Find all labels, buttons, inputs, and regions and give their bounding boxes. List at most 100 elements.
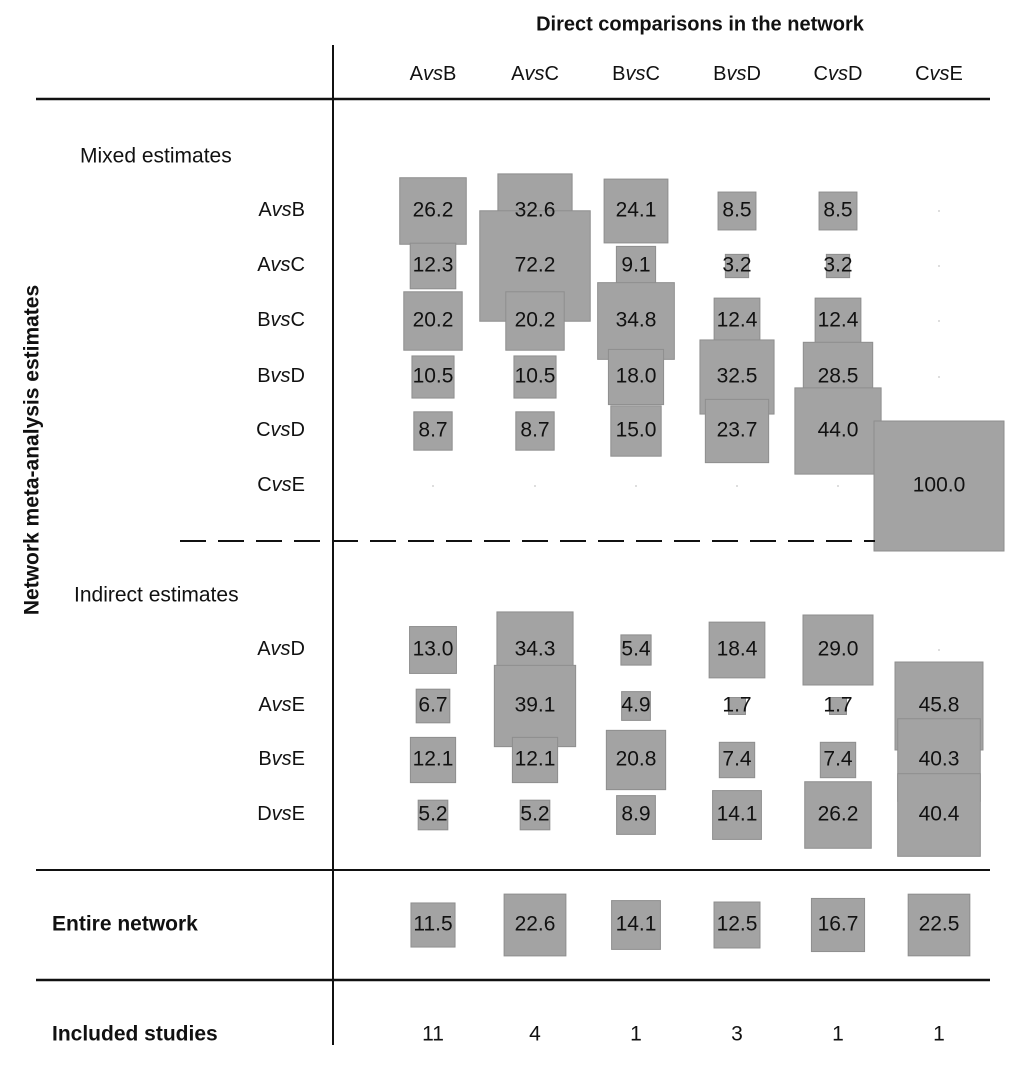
summary-label-1: Included studies — [52, 1023, 218, 1046]
square-CvsE-AvsB — [432, 485, 434, 487]
square-BvsD-CvsE — [938, 376, 940, 378]
contribution-squares — [399, 173, 1005, 957]
square-BvsC-CvsD — [814, 297, 862, 345]
cell-value-AvsD-AvsC: 34.3 — [515, 638, 556, 661]
cell-value-AvsD-AvsB: 13.0 — [413, 638, 454, 661]
square-BvsD-BvsC — [607, 348, 665, 406]
square-AvsB-BvsC — [603, 178, 669, 244]
cell-value-BvsD-BvsC: 18.0 — [616, 365, 657, 388]
column-header-AvsB: AvsB — [410, 63, 457, 85]
row-label-AvsB: AvsB — [258, 199, 305, 221]
square-CvsE-CvsE — [873, 420, 1005, 552]
studies-value-BvsD: 3 — [731, 1023, 743, 1046]
row-label-DvsE: DvsE — [257, 803, 305, 825]
cell-value-AvsE-AvsC: 39.1 — [515, 694, 556, 717]
cell-value-BvsE-BvsC: 20.8 — [616, 748, 657, 771]
summary-value-CvsE: 22.5 — [919, 913, 960, 936]
square-BvsD-AvsC — [513, 355, 557, 399]
studies-value-CvsD: 1 — [832, 1023, 844, 1046]
square-AvsB-AvsB — [399, 177, 467, 245]
cell-value-AvsC-BvsC: 9.1 — [621, 254, 650, 277]
cell-value-BvsC-BvsD: 12.4 — [717, 309, 758, 332]
summary-value-AvsC: 22.6 — [515, 913, 556, 936]
cell-value-BvsE-AvsC: 12.1 — [515, 748, 556, 771]
cell-value-CvsD-AvsC: 8.7 — [520, 419, 549, 442]
cell-value-BvsD-AvsB: 10.5 — [413, 365, 454, 388]
studies-value-BvsC: 1 — [630, 1023, 642, 1046]
square-BvsE-BvsC — [605, 729, 667, 791]
square-BvsE-AvsC — [511, 736, 559, 784]
square-CvsD-AvsB — [413, 411, 453, 451]
square-AvsB-CvsE — [938, 210, 940, 212]
column-header-CvsE: CvsE — [915, 63, 963, 85]
cell-value-BvsE-BvsD: 7.4 — [722, 748, 752, 771]
column-header-BvsC: BvsC — [612, 63, 660, 85]
summary-value-BvsC: 14.1 — [616, 913, 657, 936]
cell-value-AvsB-BvsC: 24.1 — [616, 199, 657, 222]
square-DvsE-AvsC — [519, 799, 551, 831]
cell-value-AvsC-CvsD: 3.2 — [823, 254, 852, 277]
square-AvsD-BvsD — [708, 621, 766, 679]
square-AvsC-CvsD — [825, 253, 851, 279]
cell-value-AvsB-AvsB: 26.2 — [413, 199, 454, 222]
square-BvsE-CvsD — [819, 741, 857, 779]
square-BvsC-CvsE — [938, 320, 940, 322]
cell-value-AvsB-BvsD: 8.5 — [722, 199, 751, 222]
cell-value-DvsE-BvsC: 8.9 — [621, 803, 650, 826]
square-DvsE-BvsD — [712, 790, 762, 840]
square-DvsE-AvsB — [417, 799, 449, 831]
square-summary-CvsE — [907, 893, 971, 957]
square-CvsD-CvsD — [794, 387, 882, 475]
square-CvsE-BvsC — [635, 485, 637, 487]
cell-value-CvsD-AvsB: 8.7 — [418, 419, 447, 442]
studies-value-AvsB: 11 — [422, 1023, 444, 1046]
square-AvsD-AvsB — [409, 626, 457, 674]
row-label-BvsE: BvsE — [258, 748, 305, 770]
square-AvsD-CvsD — [802, 614, 874, 686]
cell-value-AvsC-BvsD: 3.2 — [722, 254, 751, 277]
square-AvsE-AvsB — [415, 688, 451, 724]
cell-value-AvsE-CvsD: 1.7 — [823, 694, 852, 717]
square-DvsE-BvsC — [616, 795, 656, 835]
cell-value-AvsE-BvsD: 1.7 — [722, 694, 751, 717]
row-label-AvsE: AvsE — [258, 694, 305, 716]
cell-value-DvsE-AvsB: 5.2 — [418, 803, 447, 826]
square-BvsC-BvsD — [713, 297, 761, 345]
cell-value-DvsE-CvsD: 26.2 — [818, 803, 859, 826]
square-AvsB-BvsD — [717, 191, 757, 231]
cell-value-CvsE-CvsE: 100.0 — [913, 474, 966, 497]
square-AvsE-BvsC — [621, 691, 651, 721]
cell-value-BvsE-AvsB: 12.1 — [413, 748, 454, 771]
section-label-1: Indirect estimates — [74, 584, 239, 607]
cell-value-BvsE-CvsE: 40.3 — [919, 748, 960, 771]
cell-value-AvsD-BvsD: 18.4 — [717, 638, 758, 661]
cell-value-AvsC-AvsB: 12.3 — [413, 254, 454, 277]
row-label-CvsD: CvsD — [256, 419, 305, 441]
cell-value-CvsD-BvsC: 15.0 — [616, 419, 657, 442]
square-summary-BvsC — [611, 900, 661, 950]
chart-title: Direct comparisons in the network — [536, 13, 865, 35]
cell-value-AvsB-CvsD: 8.5 — [823, 199, 852, 222]
square-AvsB-CvsD — [818, 191, 858, 231]
square-AvsE-BvsD — [728, 697, 746, 715]
row-label-CvsE: CvsE — [257, 474, 305, 496]
square-CvsE-BvsD — [736, 485, 738, 487]
cell-value-BvsC-CvsD: 12.4 — [818, 309, 859, 332]
cell-value-DvsE-BvsD: 14.1 — [717, 803, 758, 826]
cell-value-AvsE-CvsE: 45.8 — [919, 694, 960, 717]
square-CvsE-AvsC — [534, 485, 536, 487]
square-AvsE-CvsD — [829, 697, 847, 715]
cell-value-CvsD-BvsD: 23.7 — [717, 419, 758, 442]
labels: Direct comparisons in the network AvsB Avs… — [21, 13, 966, 1045]
square-BvsC-AvsC — [505, 291, 565, 351]
column-header-AvsC: AvsC — [511, 63, 559, 85]
square-CvsE-CvsD — [837, 485, 839, 487]
cell-value-BvsD-AvsC: 10.5 — [515, 365, 556, 388]
summary-value-BvsD: 12.5 — [717, 913, 758, 936]
cell-value-BvsD-CvsD: 28.5 — [818, 365, 859, 388]
rules — [36, 45, 990, 1045]
cell-value-BvsC-AvsB: 20.2 — [413, 309, 454, 332]
square-summary-AvsB — [410, 902, 456, 948]
